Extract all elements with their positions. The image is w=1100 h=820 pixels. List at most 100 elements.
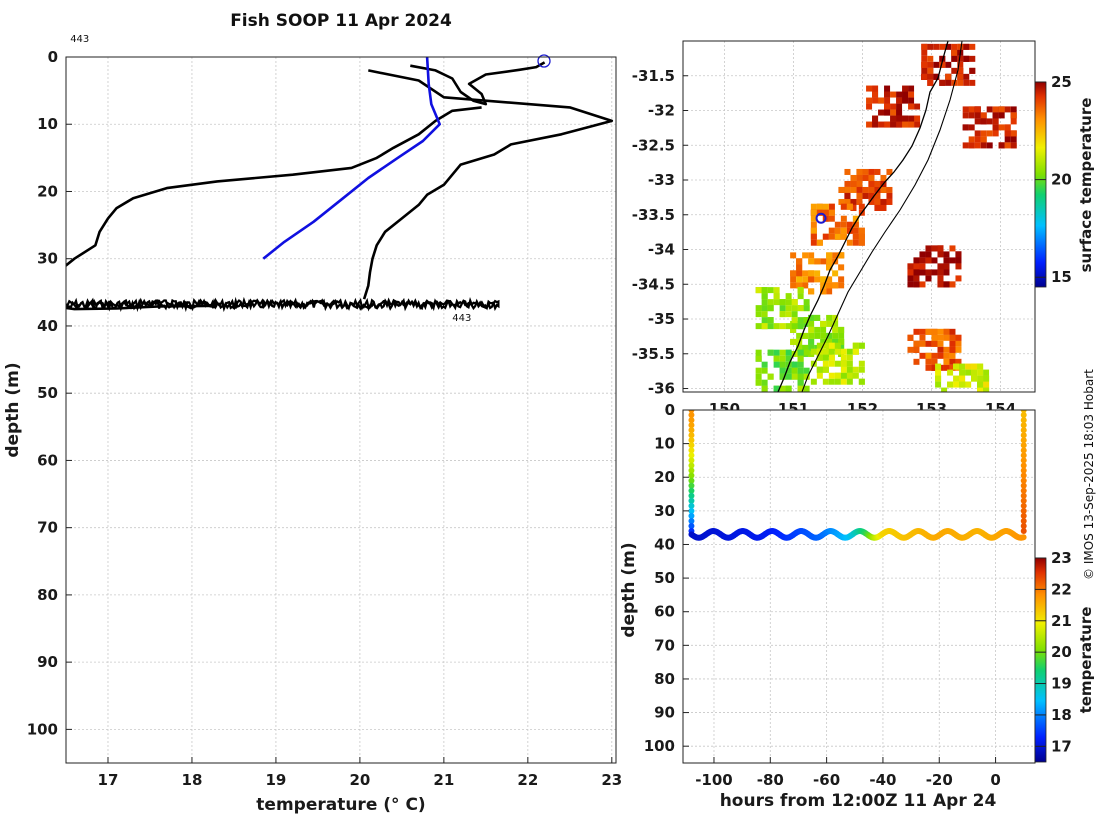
sst-pixel bbox=[802, 344, 809, 351]
sst-pixel bbox=[858, 342, 865, 349]
sst-pixel bbox=[949, 328, 956, 335]
section-ascent-point bbox=[1020, 477, 1027, 484]
sst-pixel bbox=[874, 186, 881, 193]
profile-series-profile-outer bbox=[362, 69, 614, 300]
section-y-tick-label: 40 bbox=[654, 535, 675, 553]
sst-pixel bbox=[953, 394, 959, 400]
sst-pixel bbox=[767, 287, 774, 294]
sst-pixel bbox=[820, 326, 827, 333]
sst-pixel bbox=[797, 379, 804, 386]
sst-pixel bbox=[850, 204, 857, 211]
sst-pixel bbox=[814, 314, 821, 321]
sst-pixel bbox=[868, 180, 875, 187]
sst-pixel bbox=[884, 91, 891, 98]
sst-pixel bbox=[796, 258, 803, 265]
sst-pixel bbox=[908, 121, 915, 128]
profile-x-tick-label: 17 bbox=[98, 771, 119, 789]
sst-pixel bbox=[773, 293, 780, 300]
sst-pixel bbox=[796, 282, 803, 289]
sst-pixel bbox=[856, 180, 863, 187]
sst-pixel bbox=[803, 317, 810, 324]
section-x-tick-label: -20 bbox=[926, 771, 953, 789]
section-descent-point bbox=[688, 412, 695, 419]
section-colorbar-tick-label: 17 bbox=[1051, 737, 1072, 755]
sst-pixel bbox=[1010, 118, 1017, 125]
map-colorbar-ticks: 15 20 25 bbox=[1035, 73, 1072, 286]
profile-series-track bbox=[410, 61, 546, 106]
sst-pixel bbox=[779, 385, 786, 392]
sst-pixel bbox=[838, 326, 845, 333]
sst-pixel bbox=[969, 79, 976, 86]
sst-pixel bbox=[913, 346, 920, 353]
sst-pixel bbox=[828, 233, 835, 240]
profile-y-tick-label: 40 bbox=[37, 317, 58, 335]
sst-pixel bbox=[816, 366, 823, 373]
section-descent-point bbox=[688, 417, 695, 424]
profile-y-label: depth (m) bbox=[3, 362, 23, 457]
sst-pixel bbox=[971, 394, 977, 400]
sst-pixel bbox=[785, 299, 792, 306]
sst-pixel bbox=[963, 79, 970, 86]
sst-pixel bbox=[913, 257, 920, 264]
sst-pixel bbox=[826, 282, 833, 289]
section-descent-point bbox=[688, 467, 695, 474]
sst-pixel bbox=[767, 373, 774, 380]
sst-pixel bbox=[832, 282, 839, 289]
sst-pixel bbox=[828, 354, 835, 361]
sst-pixel bbox=[992, 112, 999, 119]
sst-pixel bbox=[907, 275, 914, 282]
sst-pixel bbox=[816, 203, 823, 210]
sst-pixel bbox=[941, 394, 947, 400]
sst-pixel bbox=[761, 379, 768, 386]
sst-pixel bbox=[945, 79, 952, 86]
section-x-label: hours from 12:00Z 11 Apr 24 bbox=[720, 791, 997, 811]
sst-pixel bbox=[921, 73, 928, 80]
sst-pixel bbox=[828, 215, 835, 222]
sst-pixel bbox=[852, 233, 859, 240]
sst-pixel bbox=[862, 186, 869, 193]
sst-pixel bbox=[919, 352, 926, 359]
sst-pixel bbox=[935, 381, 942, 388]
sst-pixel bbox=[927, 79, 934, 86]
sst-pixel bbox=[755, 311, 762, 318]
section-descent-point bbox=[688, 517, 695, 524]
sst-pixel bbox=[810, 209, 817, 216]
sst-pixel bbox=[919, 269, 926, 276]
sst-pixel bbox=[943, 263, 950, 270]
sst-pixel bbox=[914, 121, 921, 128]
sst-pixel bbox=[951, 55, 958, 62]
sst-pixel bbox=[779, 305, 786, 312]
sst-pixel bbox=[971, 363, 978, 370]
sst-pixel bbox=[943, 251, 950, 258]
profile-annotation: 443 bbox=[452, 313, 471, 324]
sst-pixel bbox=[977, 394, 983, 400]
section-colorbar-tick-label: 21 bbox=[1051, 612, 1072, 630]
sst-pixel bbox=[927, 43, 934, 50]
sst-pixel bbox=[802, 320, 809, 327]
sst-pixel bbox=[977, 375, 984, 382]
sst-pixel bbox=[868, 186, 875, 193]
sst-pixel bbox=[828, 209, 835, 216]
sst-pixel bbox=[896, 121, 903, 128]
section-ascent-point bbox=[1020, 482, 1027, 489]
sst-pixel bbox=[856, 198, 863, 205]
sst-pixel bbox=[755, 323, 762, 330]
sst-pixel bbox=[949, 358, 956, 365]
profile-y-tick-label: 10 bbox=[37, 115, 58, 133]
sst-pixel bbox=[846, 378, 853, 385]
sst-pixel bbox=[791, 311, 798, 318]
section-descent-point bbox=[688, 502, 695, 509]
sst-pixel bbox=[808, 314, 815, 321]
profile-y-tick-label: 30 bbox=[37, 250, 58, 268]
sst-pixel bbox=[761, 323, 768, 330]
sst-pixel bbox=[852, 239, 859, 246]
section-descent-point bbox=[688, 477, 695, 484]
sst-pixel bbox=[832, 338, 839, 345]
sst-pixel bbox=[862, 174, 869, 181]
sst-pixel bbox=[826, 332, 833, 339]
sst-pixel bbox=[868, 192, 875, 199]
sst-pixel bbox=[791, 323, 798, 330]
sst-pixel bbox=[767, 317, 774, 324]
sst-pixel bbox=[850, 174, 857, 181]
sst-pixel bbox=[802, 276, 809, 283]
